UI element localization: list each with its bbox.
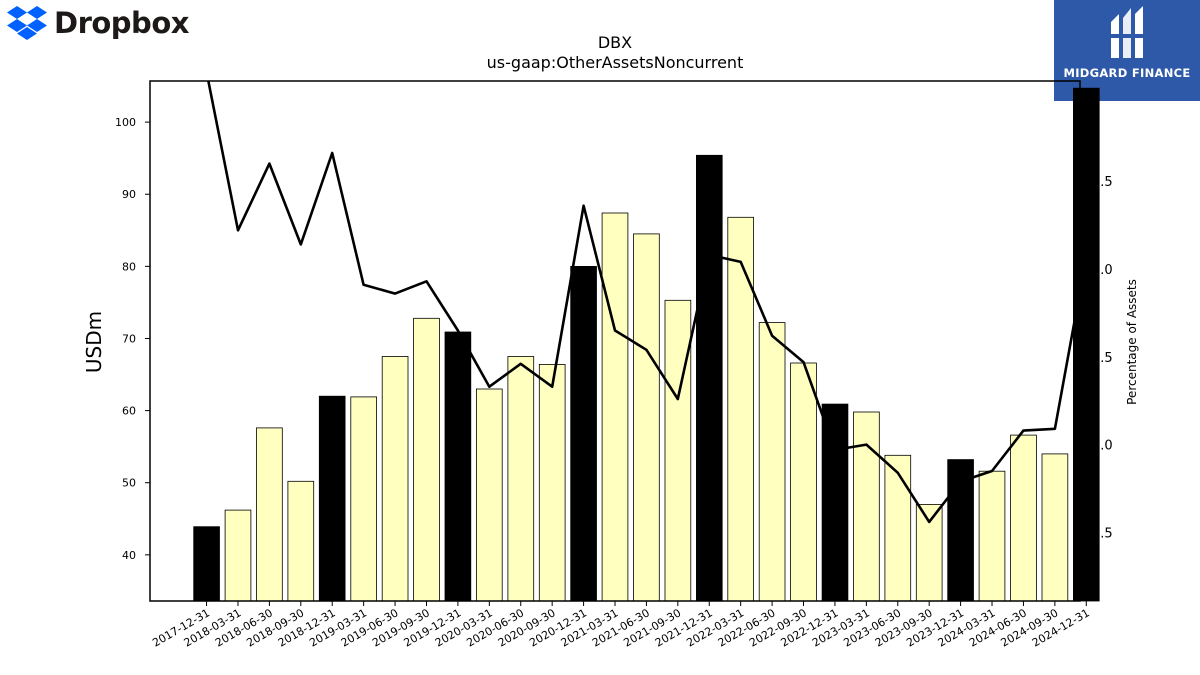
y-tick-label: 50 (122, 477, 136, 490)
bar (287, 480, 315, 602)
bar (884, 454, 912, 602)
y-tick-label: 100 (115, 116, 136, 129)
bar (193, 526, 220, 602)
bar (475, 388, 503, 602)
bar (1041, 453, 1069, 602)
chart-title: DBX (598, 33, 632, 52)
y2-tick-label: 2.0 (1092, 439, 1113, 454)
bar (601, 212, 629, 602)
bar (507, 356, 535, 602)
series-line (207, 81, 1080, 524)
dropbox-icon (7, 6, 47, 40)
dropbox-logo: Dropbox (6, 5, 189, 41)
y2-tick-label: 3.0 (1092, 263, 1113, 278)
bar (696, 154, 723, 602)
bar (381, 356, 409, 602)
bar (256, 427, 283, 602)
bar (633, 233, 660, 602)
bar (978, 470, 1006, 602)
y-tick-label: 90 (122, 188, 136, 201)
y-tick-label: 70 (122, 332, 136, 345)
midgard-wordmark: MIDGARD FINANCE (1063, 66, 1191, 80)
bar (318, 395, 346, 602)
y-tick-label: 80 (122, 260, 136, 273)
bar (821, 403, 849, 602)
bar (790, 362, 817, 602)
bar (915, 503, 943, 602)
bar (727, 216, 754, 602)
bar (538, 363, 566, 602)
plot-area: 4050607080901001.52.02.53.03.52017-12-31… (115, 80, 1113, 650)
y2-tick-label: 2.5 (1092, 351, 1113, 366)
bar (224, 509, 252, 602)
bar (1073, 87, 1100, 602)
bar (664, 299, 692, 602)
bar (570, 265, 597, 602)
bar (444, 331, 472, 602)
y-tick-label: 40 (122, 549, 136, 562)
y-tick-label: 60 (122, 405, 136, 418)
y2-axis-label: Percentage of Assets (1125, 279, 1139, 405)
midgard-emblem-icon (1107, 6, 1147, 58)
midgard-finance-logo: MIDGARD FINANCE (1054, 0, 1200, 101)
y2-tick-label: 1.5 (1092, 526, 1113, 541)
y-axis-label: USDm (82, 311, 106, 373)
dropbox-wordmark: Dropbox (54, 6, 189, 40)
bar (350, 396, 377, 602)
chart-subtitle: us-gaap:OtherAssetsNoncurrent (487, 53, 744, 72)
bar (758, 322, 786, 602)
bar (1010, 434, 1037, 602)
bar (413, 317, 440, 602)
bar (853, 411, 880, 602)
y2-tick-label: 3.5 (1092, 175, 1113, 190)
